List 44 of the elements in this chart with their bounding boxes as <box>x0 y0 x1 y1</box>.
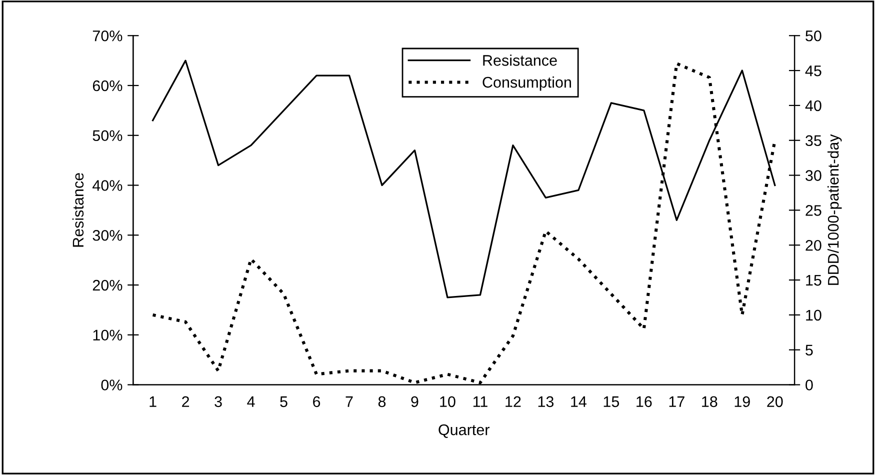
x-tick-label: 16 <box>636 396 652 408</box>
y2-tick-label: 20 <box>806 240 822 251</box>
y2-tick-label: 10 <box>806 310 822 321</box>
y-tick-label: 50% <box>92 130 122 142</box>
x-tick-label: 18 <box>702 396 718 408</box>
x-tick-label: 4 <box>247 396 255 407</box>
y2-tick-label: 35 <box>806 135 822 146</box>
y-tick-label: 0% <box>101 380 122 390</box>
x-tick-label: 20 <box>767 396 783 408</box>
y-tick-label: 40% <box>92 180 122 191</box>
x-tick-label: 6 <box>313 396 320 408</box>
y-tick-label: 30% <box>92 230 122 241</box>
y2-tick-label: 25 <box>806 205 822 216</box>
x-axis-title: Quarter <box>438 424 490 438</box>
x-tick-label: 8 <box>378 396 386 408</box>
x-tick-label: 14 <box>571 396 586 407</box>
x-tick-label: 11 <box>473 396 488 407</box>
y-axis-title: Resistance <box>72 173 84 247</box>
y-tick-label: 70% <box>92 30 122 42</box>
y-tick-label: 10% <box>93 330 122 341</box>
x-tick-label: 13 <box>538 396 554 408</box>
y2-tick-label: 40 <box>805 100 822 112</box>
x-tick-label: 12 <box>506 396 521 407</box>
y2-tick-label: 45 <box>805 66 822 76</box>
x-tick-label: 10 <box>440 396 456 408</box>
x-tick-label: 17 <box>669 396 684 407</box>
x-tick-label: 5 <box>280 396 288 408</box>
x-tick-label: 9 <box>411 396 418 408</box>
x-tick-label: 1 <box>150 396 156 407</box>
legend-label: Resistance <box>483 54 557 66</box>
x-tick-label: 3 <box>214 396 222 408</box>
x-tick-label: 7 <box>346 396 353 407</box>
legend-label: Consumption <box>482 76 571 91</box>
x-tick-label: 15 <box>604 396 620 408</box>
x-tick-label: 19 <box>734 396 750 408</box>
y2-axis-title: DDD/1000-patient-day <box>827 134 842 285</box>
x-tick-label: 2 <box>182 396 190 407</box>
y-tick-label: 20% <box>92 280 122 291</box>
y2-tick-label: 0 <box>806 380 813 390</box>
y2-tick-label: 50 <box>806 30 822 42</box>
y2-tick-label: 30 <box>806 170 822 181</box>
y2-tick-label: 5 <box>806 344 813 356</box>
y-tick-label: 60% <box>92 80 122 92</box>
y2-tick-label: 15 <box>806 275 822 286</box>
